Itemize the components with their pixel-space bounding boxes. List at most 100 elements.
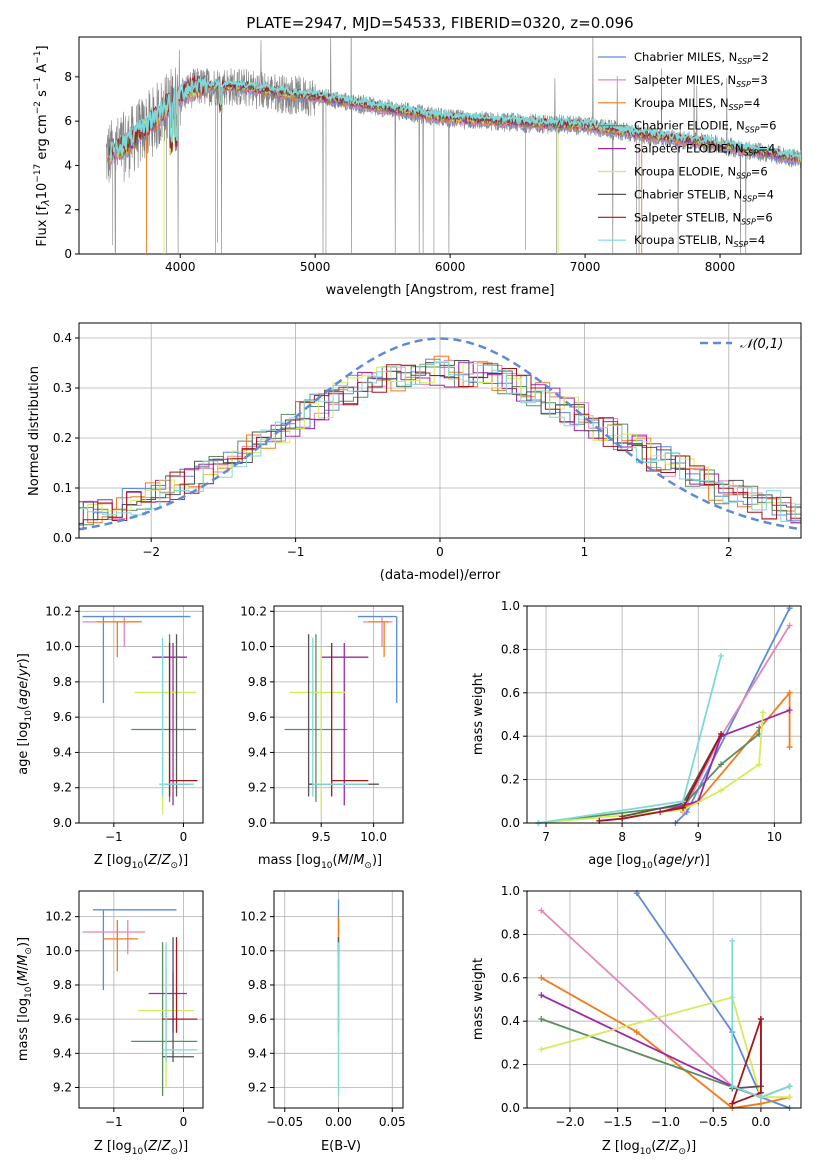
massweight-vs-age-panel: 7 8 9 10 0.0 0.2 0.4 0.6 0.8 1.0	[501, 599, 802, 844]
massweight-series-4	[538, 727, 760, 824]
legend-label: Kroupa STELIB, NSSP=4	[634, 233, 765, 249]
mass-vs-ebv-panel: −0.05 0.00 0.05 9.2 9.4 9.6 9.8 10.0 10.2	[240, 890, 406, 1129]
residual-xtick-label: −2	[142, 545, 160, 559]
axes-frame	[78, 605, 204, 824]
legend-label: Chabrier MILES, NSSP=2	[634, 50, 769, 66]
massweight-series-8	[731, 1018, 762, 1105]
p3-xlabel: Z [log10(Z/Z⊙)]	[94, 853, 188, 871]
p3-ylabel: age [log10(age/yr)]	[16, 653, 34, 775]
ytick-label: 9.8	[248, 675, 267, 689]
ytick-label: 9.6	[53, 710, 72, 724]
xtick-label: 9.5	[312, 830, 331, 844]
ytick-label: 10.2	[240, 604, 267, 618]
spectrum-ylabel: Flux [fλ10−17 erg cm−2 s−1 A−1]	[33, 45, 52, 246]
model-spectrum-3	[107, 80, 801, 165]
xtick-label: 9	[694, 830, 702, 844]
spectrum-xtick-label: 4000	[165, 260, 196, 274]
xtick-label: −0.05	[266, 1115, 303, 1129]
spectrum-ytick-label: 8	[64, 70, 72, 84]
series-marker	[619, 815, 626, 822]
xtick-label: 10	[767, 830, 782, 844]
series-marker	[538, 907, 545, 914]
massweight-series-9	[731, 940, 790, 1099]
spectrum-panel: 4000 5000 6000 7000 8000 0 2 4 6 8 wavelength [An…	[33, 36, 802, 298]
residual-xtick-label: −1	[287, 545, 305, 559]
normal-curve	[78, 337, 802, 531]
ytick-label: 0.0	[501, 816, 520, 830]
legend-normal-label: 𝒩(0,1)	[740, 337, 783, 352]
series-marker	[786, 622, 793, 629]
series-marker	[538, 1046, 545, 1053]
xtick-label: −0.5	[699, 1115, 728, 1129]
xtick-label: 0.00	[325, 1115, 352, 1129]
massweight-series-6	[541, 996, 790, 1099]
spectrum-title: PLATE=2947, MJD=54533, FIBERID=0320, z=0…	[246, 14, 633, 32]
ytick-label: 9.2	[53, 781, 72, 795]
residual-ytick-label: 0.2	[53, 431, 72, 445]
series-marker	[680, 798, 687, 805]
ytick-label: 10.2	[240, 910, 267, 924]
ytick-label: 10.0	[45, 640, 72, 654]
massweight-series-2	[682, 625, 791, 813]
model-spectrum-9	[109, 76, 801, 161]
series-marker	[718, 731, 725, 738]
ytick-label: 1.0	[501, 599, 520, 613]
residual-histogram-2	[79, 359, 801, 526]
p8-xlabel: Z [log10(Z/Z⊙)]	[602, 1139, 696, 1157]
residual-xtick-label: 2	[725, 545, 733, 559]
residual-xtick-label: 1	[581, 545, 589, 559]
spectrum-ticks: 4000 5000 6000 7000 8000 0 2 4 6 8	[64, 70, 735, 274]
residual-legend: 𝒩(0,1)	[700, 337, 783, 352]
series-marker	[729, 1100, 736, 1107]
ytick-label: 0.0	[501, 1101, 520, 1115]
series-marker	[718, 787, 725, 794]
legend-label: Salpeter MILES, NSSP=3	[634, 73, 768, 89]
ytick-label: 10.0	[240, 640, 267, 654]
residual-ytick-label: 0.0	[53, 531, 72, 545]
ytick-label: 0.8	[501, 642, 520, 656]
residual-histogram-7	[79, 360, 801, 520]
xtick-label: −1	[105, 830, 123, 844]
model-spectra	[106, 75, 801, 254]
massweight-series-1	[636, 892, 790, 1109]
ytick-label: 0.4	[501, 1014, 520, 1028]
series-marker	[786, 1094, 793, 1101]
residual-ticks: −2 −1 0 1 2 0.0 0.1 0.2 0.3 0.4	[53, 331, 733, 559]
mass-vs-metallicity-panel: −1 0 9.2 9.4 9.6 9.8 10.0 10.2	[45, 890, 204, 1129]
age-vs-mass-panel: 9.5 10.0 9.0 9.2 9.4 9.6 9.8 10.0 10.2	[240, 604, 404, 844]
spectrum-ytick-label: 6	[64, 114, 72, 128]
axes-frame	[273, 605, 404, 824]
residual-histograms	[79, 355, 801, 531]
ytick-label: 0.8	[501, 927, 520, 941]
axes-frame	[526, 890, 802, 1109]
p4-xlabel: mass [log10(M/M⊙)]	[258, 853, 382, 871]
series-marker	[538, 974, 545, 981]
series-marker	[759, 709, 766, 716]
series-marker	[757, 1100, 764, 1107]
p7-xlabel: E(B-V)	[321, 1139, 361, 1154]
ytick-label: 10.0	[45, 944, 72, 958]
xtick-label: 0	[180, 1115, 188, 1129]
massweight-series-8	[599, 733, 722, 822]
ytick-label: 9.8	[53, 978, 72, 992]
legend-label: Chabrier ELODIE, NSSP=6	[634, 119, 776, 135]
series-marker	[718, 761, 725, 768]
series-marker	[786, 707, 793, 714]
axes-frame	[78, 890, 204, 1109]
residual-grid	[79, 323, 801, 538]
xtick-label: 0.05	[379, 1115, 406, 1129]
residual-histogram-9	[79, 362, 801, 522]
residual-ytick-label: 0.1	[53, 481, 72, 495]
p6-xlabel: Z [log10(Z/Z⊙)]	[94, 1139, 188, 1157]
ytick-label: 9.2	[248, 1080, 267, 1094]
series-marker	[680, 804, 687, 811]
series-marker	[538, 992, 545, 999]
ytick-label: 9.6	[248, 1012, 267, 1026]
p6-ylabel: mass [log10(M/M⊙)]	[16, 937, 34, 1061]
ytick-label: 9.8	[53, 675, 72, 689]
residual-histogram-5	[79, 361, 801, 531]
residual-ytick-label: 0.4	[53, 331, 72, 345]
xtick-label: −1.0	[651, 1115, 680, 1129]
legend-label: Salpeter STELIB, NSSP=6	[634, 210, 773, 226]
